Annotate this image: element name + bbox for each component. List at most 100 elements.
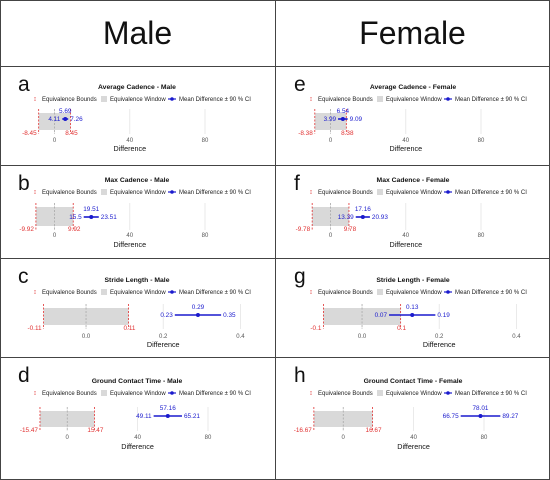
ci-lower-label: 3.99: [324, 116, 337, 123]
legend-mean-label: Mean Difference ± 90 % CI: [179, 290, 251, 296]
legend-window-swatch: [377, 390, 383, 396]
legend-window-label: Equivalence Window: [110, 290, 166, 296]
ci-upper-label: 7.26: [70, 116, 83, 123]
ci-upper-label: 23.51: [101, 214, 117, 221]
x-tick-label: 40: [402, 233, 409, 239]
ci-lower-label: 13.39: [338, 214, 354, 221]
legend-mean-label: Mean Difference ± 90 % CI: [455, 290, 527, 296]
x-tick-label: 0: [342, 435, 346, 441]
mean-label: 0.29: [192, 304, 205, 311]
chart-max-cadence-female: f Max Cadence - Female Equivalence Bounds E…: [294, 172, 527, 249]
legend-mean-dot: [170, 97, 174, 101]
legend-mean-label: Mean Difference ± 90 % CI: [455, 190, 527, 196]
legend-window-swatch: [101, 390, 107, 396]
legend-window-label: Equivalence Window: [110, 97, 166, 103]
mean-label: 57.16: [160, 405, 176, 412]
mean-point: [340, 117, 345, 121]
legend-window-label: Equivalence Window: [386, 290, 442, 296]
mean-label: 6.54: [337, 108, 350, 115]
x-tick-label: 80: [478, 233, 485, 239]
legend-mean-label: Mean Difference ± 90 % CI: [179, 391, 251, 397]
legend-window-swatch: [377, 189, 383, 195]
panel-letter: b: [18, 172, 30, 195]
x-axis-label: Difference: [389, 240, 422, 249]
panel-h: h Ground Contact Time - Female Equivalence…: [278, 359, 548, 477]
ci-upper-label: 20.93: [372, 214, 388, 221]
legend-bounds-label: Equivalence Bounds: [42, 391, 97, 397]
ci-lower-label: 0.23: [160, 312, 173, 319]
panel-letter: h: [294, 364, 306, 387]
legend-window-swatch: [101, 96, 107, 102]
x-tick-label: 40: [402, 138, 409, 144]
chart-title: Stride Length - Female: [376, 277, 449, 284]
x-axis-label: Difference: [389, 144, 422, 153]
panel-letter: d: [18, 364, 30, 387]
mean-label: 19.51: [83, 206, 99, 213]
lower-bound-label: -16.67: [294, 427, 313, 434]
legend-bounds-label: Equivalence Bounds: [318, 290, 373, 296]
panel-letter: c: [18, 265, 29, 288]
x-tick-label: 80: [205, 435, 212, 441]
mean-label: 78.01: [472, 405, 488, 412]
mean-point: [410, 313, 415, 317]
x-tick-label: 40: [134, 435, 141, 441]
legend-mean-dot: [446, 97, 450, 101]
chart-title: Max Cadence - Male: [105, 177, 170, 184]
panel-letter: g: [294, 265, 306, 288]
panel-a: a Average Cadence - Male Equivalence Bound…: [2, 68, 272, 163]
x-axis-label: Difference: [121, 442, 154, 451]
x-axis-label: Difference: [113, 240, 146, 249]
x-tick-label: 80: [202, 233, 209, 239]
mean-label: 5.69: [59, 108, 72, 115]
legend-window-swatch: [101, 189, 107, 195]
x-tick-label: 40: [126, 138, 133, 144]
legend-mean-dot: [170, 391, 174, 395]
mean-point: [89, 215, 94, 219]
ci-lower-label: 15.5: [69, 214, 82, 221]
legend-bounds-label: Equivalence Bounds: [42, 97, 97, 103]
x-tick-label: 40: [126, 233, 133, 239]
upper-bound-label: 9.78: [344, 226, 357, 233]
x-axis-label: Difference: [147, 340, 180, 349]
x-axis-label: Difference: [397, 442, 430, 451]
lower-bound-label: -0.11: [27, 325, 42, 332]
legend-window-label: Equivalence Window: [110, 190, 166, 196]
ci-lower-label: 49.11: [136, 413, 152, 420]
lower-bound-label: -9.78: [296, 226, 311, 233]
legend-bounds-label: Equivalence Bounds: [318, 391, 373, 397]
panel-d: d Ground Contact Time - Male Equivalence B…: [2, 359, 272, 477]
legend-bounds-label: Equivalence Bounds: [318, 190, 373, 196]
ci-lower-label: 66.75: [443, 413, 459, 420]
x-tick-label: 0.4: [512, 334, 521, 340]
ci-upper-label: 89.27: [502, 413, 518, 420]
mean-point: [478, 414, 483, 418]
x-tick-label: 80: [202, 138, 209, 144]
upper-bound-label: 8.45: [65, 130, 78, 137]
panel-f: f Max Cadence - Female Equivalence Bounds E…: [278, 167, 548, 256]
lower-bound-label: -8.38: [298, 130, 313, 137]
x-tick-label: 0.4: [236, 334, 245, 340]
panel-g: g Stride Length - Female Equivalence Bound…: [278, 260, 548, 355]
legend-bounds-label: Equivalence Bounds: [42, 190, 97, 196]
chart-title: Average Cadence - Male: [98, 84, 176, 91]
legend-mean-dot: [446, 290, 450, 294]
legend-mean-label: Mean Difference ± 90 % CI: [455, 391, 527, 397]
x-tick-label: 40: [410, 435, 417, 441]
upper-bound-label: 15.47: [87, 427, 103, 434]
column-header-male: Male: [102, 14, 173, 51]
legend-window-swatch: [377, 96, 383, 102]
mean-point: [360, 215, 365, 219]
mean-label: 17.16: [355, 206, 371, 213]
legend-mean-dot: [170, 190, 174, 194]
legend-window-label: Equivalence Window: [386, 190, 442, 196]
x-tick-label: 0: [66, 435, 70, 441]
x-tick-label: 0.0: [82, 334, 91, 340]
chart-ground-contact-time-male: d Ground Contact Time - Male Equivalence B…: [18, 364, 251, 451]
lower-bound-label: -8.45: [22, 130, 37, 137]
chart-title: Average Cadence - Female: [370, 84, 456, 91]
ci-upper-label: 0.19: [437, 312, 450, 319]
x-tick-label: 0.2: [435, 334, 444, 340]
legend-mean-dot: [446, 190, 450, 194]
